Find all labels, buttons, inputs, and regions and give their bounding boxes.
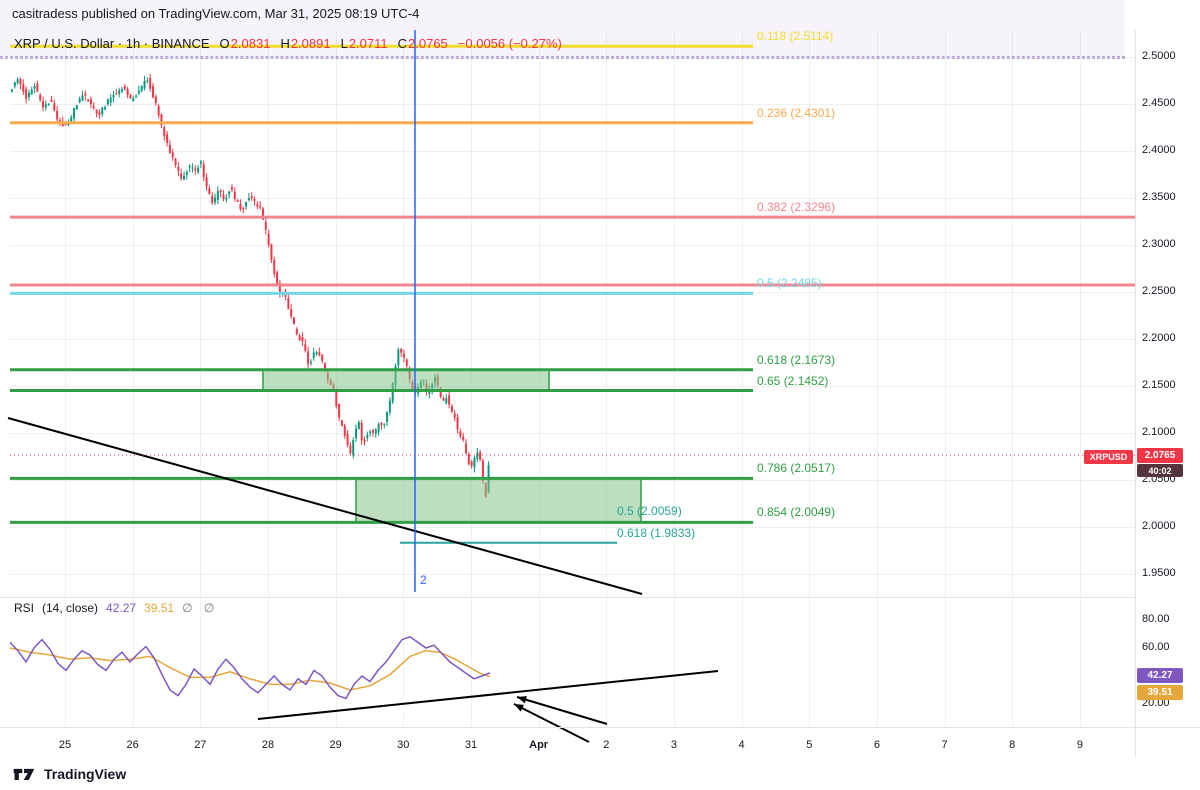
price-gridline <box>10 292 1135 293</box>
time-gridline <box>1079 30 1081 727</box>
low-value: 2.0711 <box>348 36 388 51</box>
price-gridline <box>10 245 1135 246</box>
rsi-params: (14, close) <box>42 601 99 615</box>
time-gridline <box>1012 30 1014 727</box>
low-label: L <box>340 36 348 51</box>
rsi-title: RSI <box>14 601 35 615</box>
open-value: 2.0831 <box>230 36 271 51</box>
rsi-value-badge: 42.27 <box>1137 668 1183 683</box>
time-gridline <box>403 30 405 727</box>
time-gridline <box>470 30 472 727</box>
price-gridline <box>10 151 1135 152</box>
price-gridline <box>10 386 1135 387</box>
rsi-ma-current-value: 39.51 <box>144 601 175 615</box>
ohlc-high: H 2.0891 <box>280 36 330 51</box>
close-label: C <box>397 36 408 51</box>
price-gridline <box>10 57 1135 58</box>
price-gridline <box>10 480 1135 481</box>
price-gridline <box>10 339 1135 340</box>
publish-info-text: casitradess published on TradingView.com… <box>12 6 420 21</box>
price-gridline <box>10 527 1135 528</box>
rsi-band-line <box>0 56 1125 57</box>
high-label: H <box>280 36 290 51</box>
time-gridline <box>673 30 675 727</box>
price-scale-border[interactable] <box>1135 30 1136 757</box>
high-value: 2.0891 <box>290 36 331 51</box>
price-gridline <box>10 198 1135 199</box>
tradingview-wordmark[interactable]: TradingView <box>44 765 127 782</box>
ohlc-low: L 2.0711 <box>341 36 388 51</box>
symbol-title[interactable]: XRP / U.S. Dollar · 1h · BINANCE <box>14 36 210 51</box>
price-badge-value: 2.0765 <box>1137 448 1183 463</box>
footer-bar: TradingView <box>0 757 1200 790</box>
rsi-ma-value-badge: 39.51 <box>1137 685 1183 700</box>
time-gridline <box>538 30 540 727</box>
time-gridline <box>876 30 878 727</box>
time-gridline <box>200 30 202 727</box>
price-badge-symbol: XRPUSD <box>1084 450 1133 464</box>
time-gridline <box>606 30 608 727</box>
change-value: −0.0056 (−0.27%) <box>457 36 562 51</box>
time-gridline <box>267 30 269 727</box>
rsi-band-line <box>0 58 1125 59</box>
price-gridline <box>10 104 1135 105</box>
symbol-legend[interactable]: XRP / U.S. Dollar · 1h · BINANCE O 2.0831… <box>14 36 562 51</box>
open-label: O <box>219 36 230 51</box>
rsi-legend[interactable]: RSI (14, close) 42.27 39.51 ∅ ∅ <box>14 601 218 615</box>
close-value: 2.0765 <box>408 36 448 51</box>
time-axis-border <box>0 727 1200 728</box>
time-gridline <box>741 30 743 727</box>
time-gridline <box>132 30 134 727</box>
price-gridline <box>10 574 1135 575</box>
pane-divider[interactable] <box>0 597 1135 598</box>
publish-info-bar: casitradess published on TradingView.com… <box>12 6 419 21</box>
ohlc-open: O 2.0831 <box>220 36 271 51</box>
rsi-band-line <box>0 57 1125 58</box>
rsi-current-value: 42.27 <box>106 601 137 615</box>
ohlc-close: C 2.0765 <box>398 36 448 51</box>
rsi-hidden-plots-icon: ∅ ∅ <box>182 601 219 615</box>
time-gridline <box>809 30 811 727</box>
price-badge-countdown: 40:02 <box>1137 464 1183 477</box>
time-gridline <box>944 30 946 727</box>
time-gridline <box>65 30 66 727</box>
tradingview-logo-icon[interactable] <box>12 764 36 784</box>
price-gridline <box>10 433 1135 434</box>
time-gridline <box>335 30 337 727</box>
